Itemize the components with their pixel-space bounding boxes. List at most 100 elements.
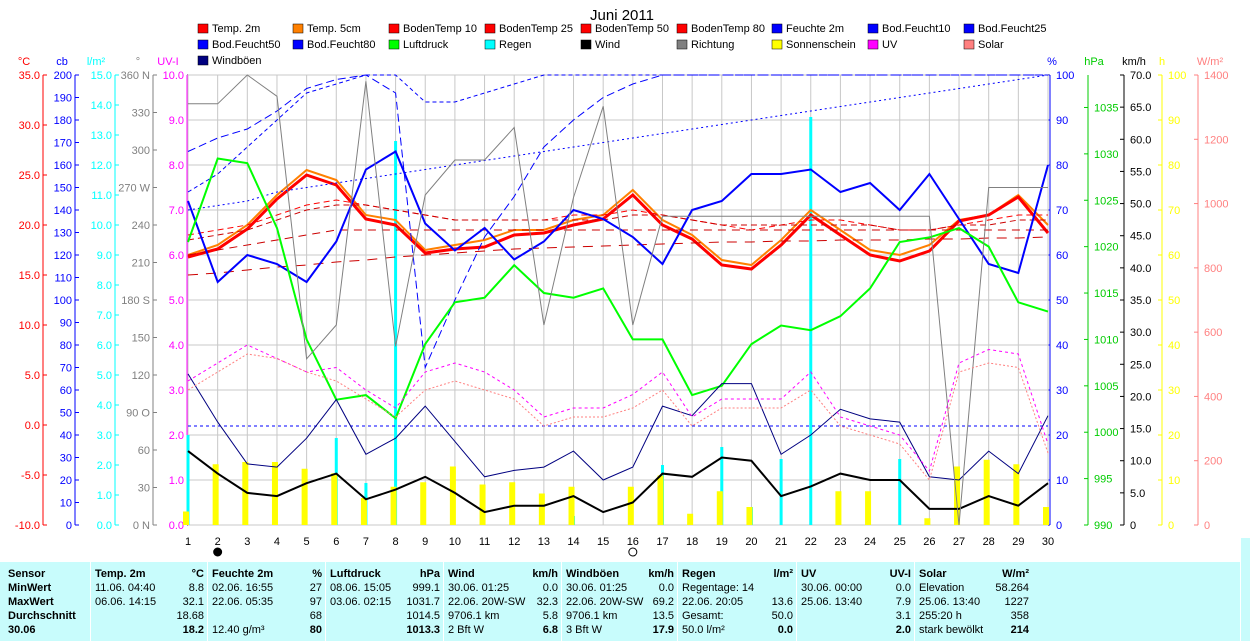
summary-cell-value: 6.8 — [542, 624, 558, 636]
summary-header-unit: % — [312, 568, 322, 580]
summary-cell-label: 11.06. 04:40 — [95, 582, 156, 594]
summary-cell: 2 Bft W 6.8 — [448, 624, 558, 637]
tick-label-cb: 50 — [60, 408, 72, 420]
tick-label-press: 1030 — [1094, 149, 1118, 161]
left-axes: °C -10.0 -5.0 0.0 5.0 10.0 15.0 20.0 25.0 30.0 35.… — [15, 56, 191, 532]
summary-cell: 12.40 g/m³ 80 — [212, 624, 322, 637]
summary-table: Sensor MinWert MaxWert Durchschnitt 30.06 Tem… — [0, 562, 1240, 641]
x-tick-label: 20 — [745, 536, 757, 548]
series-line-richtung — [188, 74, 1048, 526]
summary-header-label: Regen — [682, 568, 716, 580]
summary-cell-value: 0.0 — [895, 582, 911, 594]
tick-label-solar: 1200 — [1204, 134, 1228, 146]
tick-label-dir: 180 S — [121, 295, 150, 307]
summary-header-label: Wind — [448, 568, 475, 580]
x-tick-label: 25 — [894, 536, 906, 548]
bar-sonnenschein — [687, 513, 694, 525]
tick-label-wind: 40.0 — [1130, 263, 1151, 275]
tick-label-temp: 10.0 — [19, 320, 40, 332]
tick-label-dir: 120 — [132, 370, 150, 382]
tick-label-dir: 30 — [138, 483, 150, 495]
bar-regen — [394, 141, 398, 525]
x-tick-label: 6 — [333, 536, 339, 548]
tick-label-cb: 170 — [54, 138, 72, 150]
tick-label-sun: 100 — [1168, 70, 1186, 82]
tick-label-sun: 60 — [1168, 250, 1180, 262]
tick-label-temp: 20.0 — [19, 220, 40, 232]
summary-cell-label: 08.06. 15:05 — [330, 582, 392, 594]
x-tick-label: 2 — [215, 536, 221, 548]
summary-cell: 18.68 — [95, 610, 204, 623]
tick-label-wind: 60.0 — [1130, 134, 1151, 146]
x-axis: 1 2 3 4 5 6 7 8 9 10 11 12 13 14 15 16 17 18 19 20 21 22 23 24 2… — [185, 536, 1054, 557]
tick-label-cb: 190 — [54, 93, 72, 105]
legend-label: Luftdruck — [403, 39, 449, 51]
tick-label-cb: 60 — [60, 385, 72, 397]
legend-label: Sonnenschein — [786, 39, 856, 51]
legend-label: BodenTemp 25 — [499, 23, 573, 35]
tick-label-dir: 90 O — [126, 408, 150, 420]
summary-cell-label: 30.06. 01:25 — [448, 582, 510, 594]
summary-row-label: Sensor — [4, 568, 86, 581]
tick-label-dir: 150 — [132, 333, 150, 345]
tick-label-cb: 20 — [60, 475, 72, 487]
legend-label: Bod.Feucht25 — [978, 23, 1047, 35]
summary-cell: 22.06. 20W-SW 69.2 — [566, 596, 674, 609]
tick-label-uv: 10.0 — [163, 70, 184, 82]
summary-cell-label: 06.06. 14:15 — [95, 596, 157, 608]
summary-cell-value: 69.2 — [652, 596, 674, 608]
tick-label-solar: 1400 — [1204, 70, 1228, 82]
summary-cell: 22.06. 20:05 13.6 — [682, 596, 793, 609]
x-tick-label: 23 — [834, 536, 846, 548]
tick-label-uv: 3.0 — [169, 385, 184, 397]
summary-column: Luftdruck hPa 08.06. 15:05 999.1 03.06. 02:1… — [325, 562, 444, 641]
x-tick-label: 19 — [716, 536, 728, 548]
moon-phase-icon — [628, 547, 638, 557]
tick-label-cb: 90 — [60, 318, 72, 330]
x-tick-label: 22 — [805, 536, 817, 548]
tick-label-temp: 25.0 — [19, 170, 40, 182]
tick-label-dir: 60 — [138, 445, 150, 457]
bar-sonnenschein — [924, 518, 931, 525]
tick-label-rain: 5.0 — [97, 370, 112, 382]
tick-label-sun: 80 — [1168, 160, 1180, 172]
summary-header-label: Luftdruck — [330, 568, 381, 580]
summary-cell-value: 1227 — [1004, 596, 1029, 608]
tick-label-press: 1015 — [1094, 288, 1118, 300]
bar-sonnenschein — [301, 468, 308, 525]
tick-label-solar: 600 — [1204, 327, 1222, 339]
summary-header-unit: °C — [191, 568, 204, 580]
legend-label: Regen — [499, 39, 531, 51]
tick-label-cb: 160 — [54, 160, 72, 172]
bar-sonnenschein — [449, 466, 456, 525]
summary-cell-value: 13.5 — [652, 610, 674, 622]
summary-cell: stark bewölkt 214 — [919, 624, 1029, 637]
summary-row-labels: Sensor MinWert MaxWert Durchschnitt 30.06 — [0, 562, 90, 641]
legend-swatch — [771, 39, 783, 50]
axis-title-solar: W/m² — [1197, 56, 1224, 68]
legend-swatch — [771, 23, 783, 34]
tick-label-wind: 50.0 — [1130, 199, 1151, 211]
summary-cell: 30.06. 00:00 0.0 — [801, 582, 911, 595]
tick-label-wind: 5.0 — [1130, 488, 1145, 500]
tick-label-temp: -5.0 — [21, 470, 40, 482]
scrollbar[interactable] — [1241, 538, 1250, 641]
tick-label-rain: 15.0 — [91, 70, 112, 82]
tick-label-cb: 200 — [54, 70, 72, 82]
tick-label-sun: 10 — [1168, 475, 1180, 487]
axis-title-rain: l/m² — [87, 56, 106, 68]
bar-sonnenschein — [271, 462, 278, 525]
axis-title-cb: cb — [56, 56, 68, 68]
tick-label-rain: 14.0 — [91, 100, 112, 112]
legend-label: Bod.Feucht80 — [307, 39, 376, 51]
tick-label-rain: 2.0 — [97, 460, 112, 472]
tick-label-cb: 150 — [54, 183, 72, 195]
bar-sonnenschein — [538, 493, 545, 525]
summary-cell-label: Regentage: 14 — [682, 582, 755, 594]
tick-label-solar: 0 — [1204, 520, 1210, 532]
summary-cell: 2.0 — [801, 624, 911, 637]
tick-label-press: 1020 — [1094, 242, 1118, 254]
summary-cell-value: 32.3 — [536, 596, 558, 608]
tick-label-solar: 200 — [1204, 456, 1222, 468]
summary-header-unit: km/h — [532, 568, 558, 580]
